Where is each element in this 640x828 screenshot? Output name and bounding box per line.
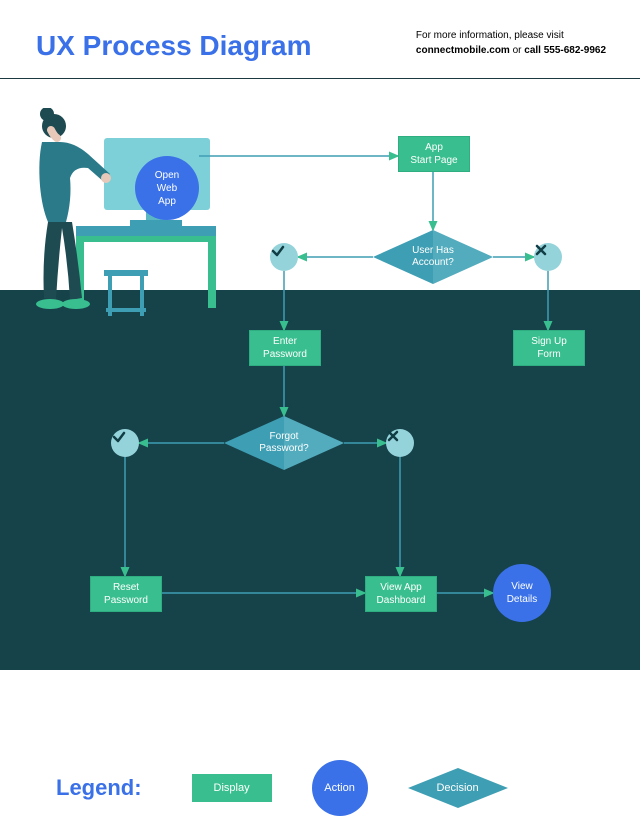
header: UX Process Diagram For more information,… [0,0,640,78]
flowchart: OpenWebApp AppStart Page User HasAccount? E… [0,78,640,748]
checkmark-icon [111,429,139,457]
legend-label: Legend: [56,775,142,801]
page-title: UX Process Diagram [36,30,311,62]
cross-icon [386,429,414,457]
legend-display: Display [192,774,272,802]
info-site: connectmobile.com [416,45,510,56]
cross-icon [534,243,562,271]
info-line1: For more information, please visit [416,30,564,41]
node-details: ViewDetails [493,564,551,622]
node-signup: Sign UpForm [513,330,585,366]
legend-items: Display Action Decision [192,760,508,816]
node-open: OpenWebApp [135,156,199,220]
node-start: AppStart Page [398,136,470,172]
legend-decision: Decision [408,768,508,808]
connectors [0,78,640,748]
legend-action: Action [312,760,368,816]
page: UX Process Diagram For more information,… [0,0,640,828]
node-reset: ResetPassword [90,576,162,612]
node-dash: View AppDashboard [365,576,437,612]
header-info: For more information, please visit conne… [416,28,606,58]
node-forgot: ForgotPassword? [224,416,344,470]
node-hasAcct: User HasAccount? [373,230,493,284]
node-enter: EnterPassword [249,330,321,366]
info-between: or [510,45,524,56]
legend: Legend: Display Action Decision [0,748,640,828]
info-phone: call 555-682-9962 [524,45,606,56]
checkmark-icon [270,243,298,271]
